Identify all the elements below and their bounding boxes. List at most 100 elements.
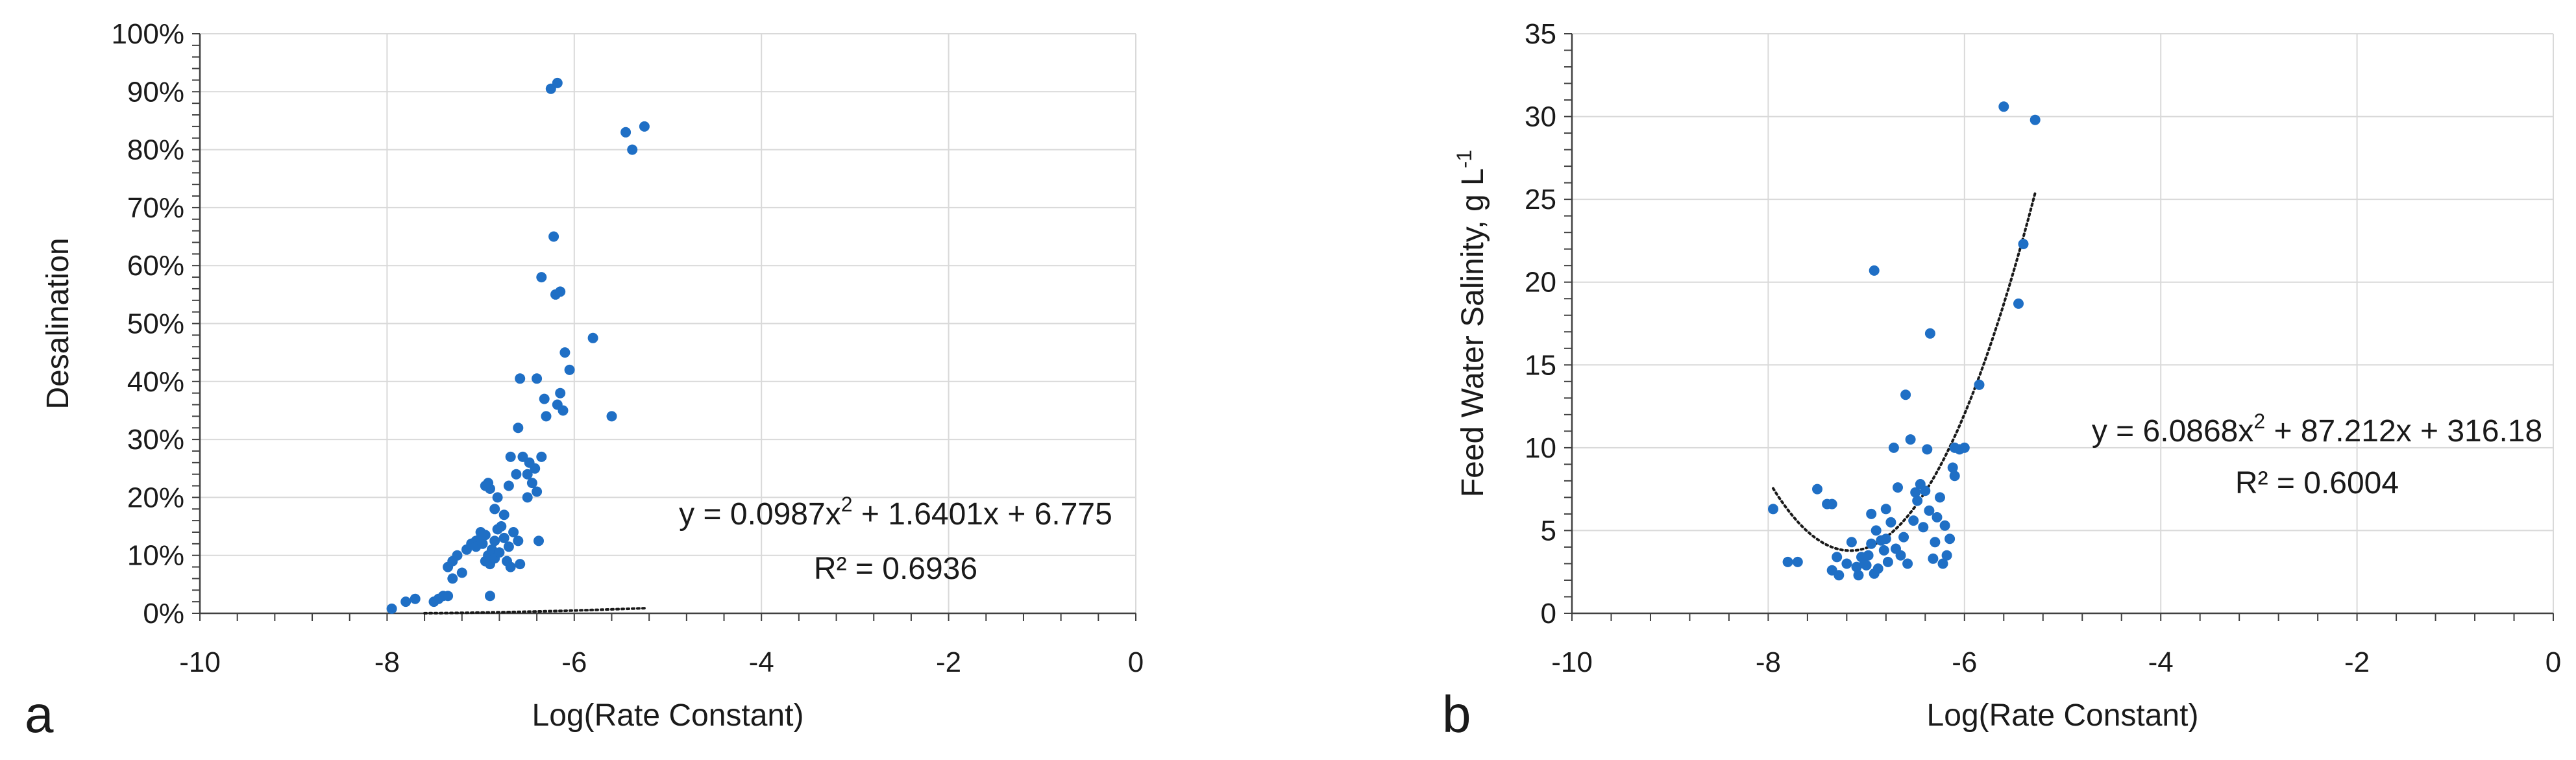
data-point xyxy=(513,535,524,546)
data-point xyxy=(494,547,505,558)
data-point xyxy=(505,561,516,572)
data-point xyxy=(489,535,500,546)
data-point xyxy=(541,411,552,422)
data-point xyxy=(1959,442,1970,453)
data-point xyxy=(511,469,522,480)
y-axis-title-superscript: -1 xyxy=(1453,150,1476,168)
y-tick-label: 60% xyxy=(127,250,184,282)
y-axis-title: Feed Water Salinity, g L-1 xyxy=(1453,150,1490,497)
data-point xyxy=(1905,434,1916,445)
data-point xyxy=(1863,550,1874,561)
x-tick-label: -2 xyxy=(936,646,961,678)
data-point xyxy=(627,144,638,155)
x-tick-label: 0 xyxy=(1128,646,1144,678)
data-point xyxy=(1853,570,1864,581)
data-point xyxy=(1832,552,1843,563)
x-tick-label: 0 xyxy=(2545,646,2561,678)
data-point xyxy=(1908,515,1919,526)
data-point xyxy=(1888,442,1899,453)
data-point xyxy=(1932,512,1943,522)
equation-part: + 1.6401x + 6.775 xyxy=(852,497,1112,532)
chart-panel-b: -10 -8 -6 -4 -2 0 0 5 10 15 20 25 30 35 Log(Rate Const… xyxy=(1442,18,2561,743)
y-axis-title: Desalination xyxy=(41,238,75,409)
data-point xyxy=(587,332,598,343)
data-point xyxy=(1924,505,1935,516)
data-point xyxy=(477,538,488,549)
x-tick-label: -8 xyxy=(374,646,400,678)
x-tick-label: -4 xyxy=(749,646,774,678)
panel-label: b xyxy=(1442,685,1471,743)
x-tick-label: -10 xyxy=(179,646,221,678)
data-point xyxy=(1941,550,1952,561)
data-point xyxy=(503,480,514,491)
data-point xyxy=(1826,498,1837,509)
data-point xyxy=(1902,558,1913,569)
x-tick-label: -6 xyxy=(561,646,587,678)
data-point xyxy=(1861,560,1872,570)
data-point xyxy=(498,532,509,543)
y-tick-label: 10% xyxy=(127,540,184,572)
equation-part: + 87.212x + 316.18 xyxy=(2265,414,2542,448)
r-squared-label: R² = 0.6936 xyxy=(814,552,977,586)
y-tick-label: 25 xyxy=(1525,184,1556,215)
data-point xyxy=(1880,504,1891,515)
equation-part: y = 6.0868x xyxy=(2092,414,2254,448)
data-point xyxy=(483,478,494,489)
data-point xyxy=(1869,265,1880,276)
data-point xyxy=(1918,522,1929,533)
data-point xyxy=(1851,561,1862,572)
data-point xyxy=(447,573,458,584)
y-tick-label: 20 xyxy=(1525,267,1556,299)
y-axis-title-text: Feed Water Salinity, g L xyxy=(1456,168,1490,497)
y-tick-label: 50% xyxy=(127,308,184,340)
equation-superscript: 2 xyxy=(2253,410,2265,433)
data-point xyxy=(1912,495,1923,506)
data-point xyxy=(1928,553,1939,564)
data-point xyxy=(1947,462,1958,473)
data-point xyxy=(489,504,500,515)
data-point xyxy=(410,593,421,604)
data-point xyxy=(526,478,537,489)
data-point xyxy=(1782,556,1793,567)
data-point xyxy=(1885,517,1896,528)
y-tick-label: 5 xyxy=(1541,515,1556,546)
x-tick-label: -2 xyxy=(2344,646,2370,678)
data-point xyxy=(522,469,533,480)
data-point xyxy=(539,393,550,404)
y-axis-title-text: Desalination xyxy=(41,238,75,409)
data-point xyxy=(564,364,575,375)
data-point xyxy=(1900,389,1911,400)
x-tick-label: -4 xyxy=(2148,646,2174,678)
data-point xyxy=(1930,537,1941,548)
data-point xyxy=(532,373,543,384)
data-point xyxy=(515,559,526,570)
data-point xyxy=(1898,532,1909,543)
data-point xyxy=(505,451,516,462)
data-point xyxy=(555,387,566,398)
data-point xyxy=(1812,484,1822,495)
y-tick-label: 80% xyxy=(127,134,184,166)
y-tick-label: 100% xyxy=(111,18,184,50)
data-point xyxy=(606,411,617,422)
data-point xyxy=(1872,563,1883,574)
data-point xyxy=(534,535,544,546)
data-point xyxy=(1871,525,1882,536)
data-point xyxy=(503,541,514,552)
data-point xyxy=(1935,492,1945,503)
x-tick-label: -8 xyxy=(1756,646,1781,678)
data-point xyxy=(1910,487,1921,498)
data-point xyxy=(508,527,519,537)
data-point xyxy=(1866,508,1877,519)
data-point xyxy=(498,509,509,521)
data-point xyxy=(452,550,463,561)
data-point xyxy=(1866,538,1877,549)
data-point xyxy=(552,77,563,88)
chart-panel-a: -10 -8 -6 -4 -2 0 0% 10% 20% 30% 40% 50% 60% 70% 80% 90… xyxy=(25,18,1144,743)
gridlines xyxy=(200,33,1136,613)
data-point xyxy=(1846,537,1857,548)
data-point xyxy=(1880,533,1891,545)
data-point xyxy=(559,347,570,358)
x-axis-title: Log(Rate Constant) xyxy=(532,698,804,733)
r-squared-label: R² = 0.6004 xyxy=(2235,466,2399,500)
